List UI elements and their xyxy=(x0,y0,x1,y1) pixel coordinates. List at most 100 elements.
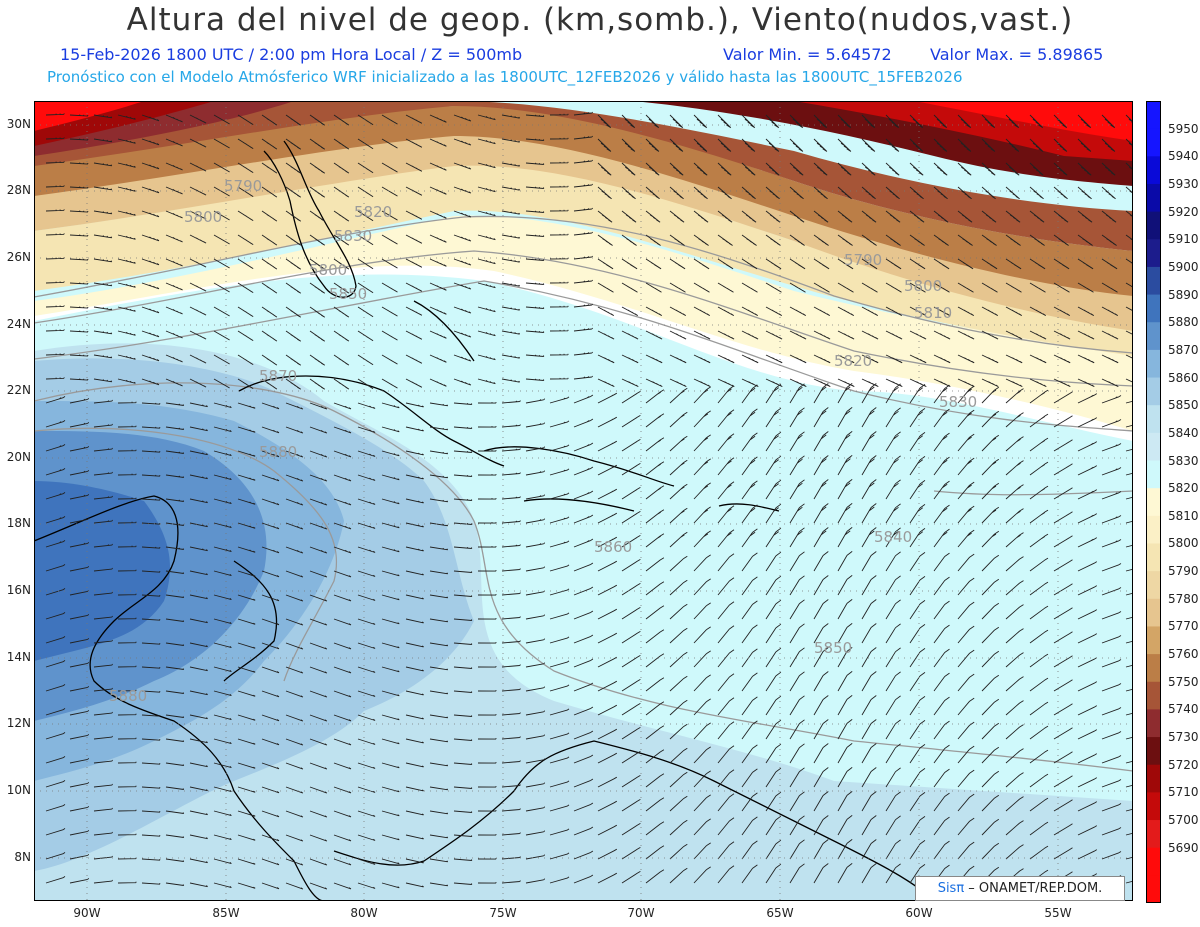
wind-barb xyxy=(501,424,521,428)
wind-barb xyxy=(717,793,735,812)
wind-barb xyxy=(93,282,113,287)
wind-barb xyxy=(669,186,684,200)
wind-barb xyxy=(237,642,256,649)
wind-barb xyxy=(597,162,612,176)
wind-barb xyxy=(669,507,688,524)
wind-barb xyxy=(645,330,663,340)
wind-barb xyxy=(1053,415,1073,428)
wind-barb xyxy=(165,306,183,315)
wind-barb xyxy=(549,185,569,188)
wind-barb xyxy=(285,258,302,270)
wind-barb xyxy=(309,594,328,602)
wind-barb xyxy=(1101,306,1119,316)
wind-barb xyxy=(333,234,350,246)
wind-barb xyxy=(1077,705,1098,716)
wind-barb xyxy=(837,306,855,316)
wind-barb xyxy=(597,608,618,620)
wind-barb xyxy=(501,736,521,740)
wind-barb xyxy=(669,651,688,668)
wind-barb xyxy=(69,354,89,357)
wind-barb xyxy=(165,402,185,406)
wind-barb xyxy=(165,738,185,742)
wind-barb xyxy=(1101,803,1122,812)
wind-barb xyxy=(573,303,593,308)
wind-barb xyxy=(261,858,280,866)
wind-barb xyxy=(861,210,877,223)
wind-barb xyxy=(141,258,160,266)
wind-barb xyxy=(1101,827,1122,836)
wind-barb xyxy=(117,833,137,836)
wind-barb xyxy=(957,409,975,428)
wind-barb xyxy=(381,354,398,365)
wind-barb xyxy=(1029,461,1049,476)
wind-barb xyxy=(45,564,66,572)
wind-barb xyxy=(1029,509,1049,524)
wind-barb xyxy=(933,330,951,340)
wind-barb xyxy=(405,834,424,840)
wind-barb xyxy=(981,114,996,129)
wind-barb xyxy=(141,378,160,386)
wind-barb xyxy=(1077,777,1098,788)
wind-barb xyxy=(1029,725,1049,740)
wind-barb xyxy=(93,234,113,239)
wind-barb xyxy=(213,858,232,865)
wind-barb xyxy=(165,522,185,526)
wind-barb xyxy=(813,815,829,836)
wind-barb xyxy=(933,768,950,788)
wind-barb xyxy=(885,791,901,812)
contour-value-label: 5860 xyxy=(594,538,632,556)
wind-barb xyxy=(213,762,232,769)
wind-barb xyxy=(1053,703,1073,716)
wind-barb xyxy=(981,626,1000,644)
wind-barb xyxy=(333,450,352,458)
wind-barb xyxy=(261,570,280,578)
wind-barb xyxy=(861,282,878,293)
wind-barb xyxy=(837,383,853,404)
wind-barb xyxy=(621,138,636,152)
wind-barb xyxy=(357,786,376,793)
wind-barb xyxy=(357,738,376,745)
wind-barb xyxy=(189,834,208,840)
wind-barb xyxy=(837,479,853,500)
wind-barb xyxy=(1077,585,1098,596)
lat-tick-label: 24N xyxy=(6,317,31,331)
wind-barb xyxy=(357,834,376,841)
credit-box: Sisπ – ONAMET/REP.DOM. xyxy=(915,876,1125,901)
wind-barb xyxy=(285,234,302,246)
wind-barb xyxy=(1077,330,1095,340)
wind-barb xyxy=(837,647,853,668)
wind-barb xyxy=(213,666,232,673)
wind-barb xyxy=(789,575,805,596)
wind-barb xyxy=(693,842,711,860)
wind-barb xyxy=(1005,508,1024,524)
wind-barb xyxy=(573,135,593,140)
wind-barb xyxy=(789,551,805,572)
wind-barb xyxy=(957,330,975,340)
wind-barb xyxy=(165,690,185,694)
wind-barb xyxy=(429,882,449,887)
wind-barb xyxy=(93,258,113,263)
wind-barb xyxy=(621,511,641,524)
wind-barb xyxy=(813,695,829,716)
wind-barb xyxy=(717,745,735,764)
wind-barb xyxy=(381,666,400,673)
wind-barb xyxy=(189,354,207,364)
wind-barb xyxy=(813,551,829,572)
wind-barb xyxy=(117,617,137,620)
wind-barb xyxy=(45,876,66,884)
wind-barb xyxy=(549,876,570,884)
wind-barb xyxy=(693,626,711,644)
wind-barb xyxy=(957,378,975,388)
wind-barb xyxy=(693,186,708,200)
wind-barb xyxy=(45,161,65,164)
wind-barb xyxy=(237,666,256,673)
wind-barb xyxy=(1125,664,1133,668)
wind-barb xyxy=(477,618,497,620)
wind-barb xyxy=(1101,611,1122,620)
wind-barb xyxy=(645,306,663,316)
wind-barb xyxy=(381,570,400,577)
wind-barb xyxy=(885,258,902,270)
wind-barb xyxy=(45,684,66,692)
contour-value-label: 5870 xyxy=(259,367,297,385)
wind-barb xyxy=(381,834,400,841)
